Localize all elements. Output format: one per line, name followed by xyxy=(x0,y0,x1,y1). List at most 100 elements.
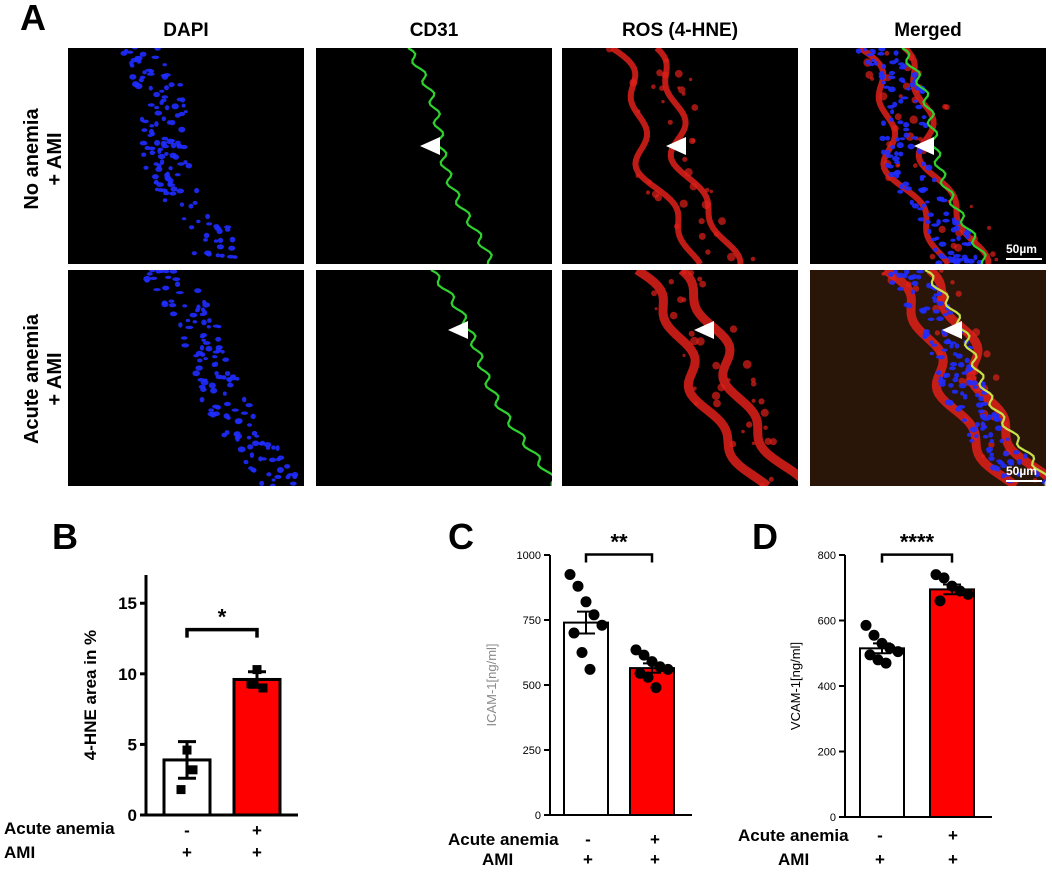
c-ami-label: AMI xyxy=(482,850,514,869)
micrograph-merged-row1 xyxy=(810,48,1046,264)
micrograph-dapi-row1 xyxy=(68,48,304,264)
significance-label: ** xyxy=(610,530,628,555)
significance-bracket xyxy=(185,627,259,638)
y-tick-label: 500 xyxy=(523,680,541,692)
data-point xyxy=(646,656,658,668)
c-plus-ami-1: + xyxy=(583,850,593,869)
y-tick-label: 10 xyxy=(118,665,137,684)
micrograph-ros-row1 xyxy=(562,48,798,264)
data-point xyxy=(880,657,892,669)
d-ami-label: AMI xyxy=(778,850,810,869)
data-point xyxy=(252,665,262,675)
data-point xyxy=(892,646,904,658)
chart-c-svg: C 0 250 500 750 1000 ICAM-1[ng/ml] ** xyxy=(448,516,692,822)
data-point xyxy=(938,572,950,584)
y-axis-label: ICAM-1[ng/ml] xyxy=(484,643,499,726)
data-point xyxy=(638,649,650,661)
micrograph-ros-image xyxy=(606,48,756,264)
y-tick-label: 750 xyxy=(523,615,541,627)
d-acute-anemia-label: Acute anemia xyxy=(738,826,849,845)
data-point xyxy=(596,619,608,631)
y-tick-label: 1000 xyxy=(517,550,541,562)
micrograph-cd31-image xyxy=(430,270,552,486)
row-label-no-anemia: No anemia + AMI xyxy=(21,79,67,239)
column-header-ros: ROS (4-HNE) xyxy=(621,20,739,41)
significance-label: * xyxy=(218,605,227,630)
data-point xyxy=(876,637,888,649)
y-tick-label: 600 xyxy=(818,615,836,627)
panel-d-letter: D xyxy=(752,516,778,557)
y-tick-label: 250 xyxy=(523,745,541,757)
d-minus: - xyxy=(877,826,883,845)
significance-bracket xyxy=(880,553,954,563)
micrograph-merged-row2 xyxy=(810,270,1046,486)
data-point xyxy=(650,682,662,694)
micrograph-merged-image xyxy=(810,270,1046,486)
micrograph-cd31-row2 xyxy=(316,270,552,486)
significance-bracket xyxy=(584,553,654,563)
column-header-cd31: CD31 xyxy=(409,20,459,41)
row-label-no-anemia-line2: + AMI xyxy=(44,132,66,186)
d-plus-anemia: + xyxy=(948,826,958,845)
data-point xyxy=(864,649,876,661)
y-axis-label: VCAM-1[ng/ml] xyxy=(788,642,803,730)
micrograph-dapi-image xyxy=(120,48,238,259)
data-point xyxy=(188,765,198,775)
data-point xyxy=(584,663,596,675)
data-point xyxy=(572,580,584,592)
y-tick-label: 200 xyxy=(818,746,836,758)
chart-d: D 0 200 400 600 800 VCAM-1[ng/ml] **** xyxy=(720,505,1050,871)
data-point xyxy=(588,609,600,621)
row-label-acute-anemia-line1: Acute anemia xyxy=(21,313,43,445)
bar-anemia xyxy=(629,667,675,816)
data-point xyxy=(662,663,674,675)
chart-b: B 0 5 10 15 4-HNE area in % * xyxy=(0,505,300,871)
data-point xyxy=(580,596,592,608)
y-tick-label: 400 xyxy=(818,681,836,693)
column-header-merged: Merged xyxy=(894,20,962,41)
chart-d-svg: D 0 200 400 600 800 VCAM-1[ng/ml] **** xyxy=(752,516,992,824)
micrograph-cd31-row1 xyxy=(316,48,552,264)
data-point xyxy=(258,683,268,693)
data-point xyxy=(860,619,872,631)
micrograph-merged-image xyxy=(855,48,999,264)
data-point xyxy=(946,580,958,592)
micrograph-ros-image xyxy=(634,270,798,486)
chart-c: C 0 250 500 750 1000 ICAM-1[ng/ml] ** xyxy=(400,505,710,871)
panel-c-letter: C xyxy=(448,516,474,557)
data-point xyxy=(568,627,580,639)
significance-label: **** xyxy=(900,530,935,555)
b-plus-ami-1: + xyxy=(182,843,192,862)
c-plus-ami-2: + xyxy=(650,850,660,869)
b-plus-ami-2: + xyxy=(252,843,262,862)
bar-anemia xyxy=(929,588,975,818)
y-tick-label: 15 xyxy=(118,594,137,613)
row-label-no-anemia-line1: No anemia xyxy=(21,108,43,210)
data-point xyxy=(962,588,974,600)
data-point xyxy=(576,647,588,658)
bar-anemia xyxy=(232,677,282,817)
panel-a-letter: A xyxy=(20,0,46,38)
b-acute-anemia-label: Acute anemia xyxy=(4,819,115,838)
b-ami-label: AMI xyxy=(4,843,36,862)
c-minus: - xyxy=(585,830,591,849)
y-tick-label: 800 xyxy=(818,550,836,562)
c-acute-anemia-label: Acute anemia xyxy=(448,830,559,849)
row-label-acute-anemia-line2: + AMI xyxy=(44,352,66,406)
y-tick-label: 5 xyxy=(128,735,137,754)
data-point xyxy=(564,569,576,580)
column-header-dapi: DAPI xyxy=(163,20,209,41)
data-point xyxy=(246,679,256,689)
data-point xyxy=(630,644,642,656)
data-point xyxy=(176,785,186,795)
data-point xyxy=(868,629,880,641)
bar-control xyxy=(859,647,905,818)
scale-bar-line xyxy=(1006,480,1042,482)
d-plus-ami-2: + xyxy=(948,850,958,869)
data-point xyxy=(182,745,192,755)
c-plus-anemia: + xyxy=(650,830,660,849)
chart-b-svg: B 0 5 10 15 4-HNE area in % * xyxy=(52,516,298,825)
b-minus: - xyxy=(184,821,190,840)
scale-bar-label: 50µm xyxy=(1006,242,1037,256)
y-tick-label: 0 xyxy=(535,810,541,822)
